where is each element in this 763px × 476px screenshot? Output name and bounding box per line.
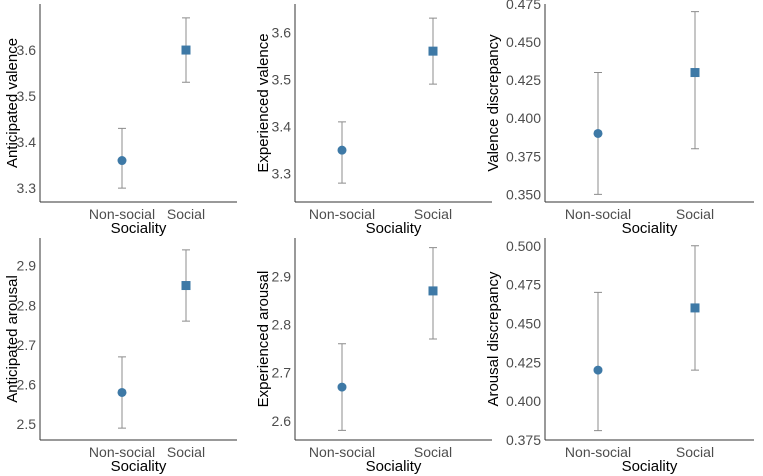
point-marker bbox=[690, 68, 700, 78]
y-axis-title: Experienced valence bbox=[255, 33, 272, 172]
y-tick-label: 3.6 bbox=[17, 42, 37, 58]
y-tick-label: 3.5 bbox=[272, 71, 292, 87]
y-tick-label: 2.9 bbox=[272, 268, 292, 284]
y-tick-label: 2.6 bbox=[17, 377, 37, 393]
x-tick-label: Social bbox=[676, 444, 714, 460]
x-tick-label: Non-social bbox=[565, 444, 631, 460]
y-tick-label: 0.475 bbox=[506, 277, 541, 293]
x-axis-title: Sociality bbox=[622, 220, 678, 237]
point-marker bbox=[117, 387, 127, 397]
point-marker bbox=[337, 145, 347, 155]
point-marker bbox=[690, 303, 700, 313]
chart-panel-3: 0.350 0.375 0.400 0.425 0.450 0.475 Non-social… bbox=[485, 0, 754, 237]
y-tick-label: 2.9 bbox=[17, 258, 37, 274]
x-axis-title: Sociality bbox=[622, 458, 678, 475]
y-axis-title: Anticipated valence bbox=[4, 38, 21, 168]
point-marker bbox=[428, 46, 438, 56]
x-axis-title: Sociality bbox=[366, 458, 422, 475]
point-marker bbox=[593, 365, 603, 375]
point-marker bbox=[181, 45, 191, 55]
point-marker bbox=[593, 128, 603, 138]
x-tick-label: Social bbox=[167, 206, 205, 222]
x-tick-label: Non-social bbox=[565, 206, 631, 222]
x-tick-label: Non-social bbox=[309, 206, 375, 222]
y-tick-label: 0.400 bbox=[506, 393, 541, 409]
y-tick-label: 3.3 bbox=[17, 180, 37, 196]
x-tick-label: Social bbox=[167, 444, 205, 460]
y-tick-label: 3.5 bbox=[17, 88, 37, 104]
point-marker bbox=[428, 286, 438, 296]
y-tick-label: 0.375 bbox=[506, 148, 541, 164]
y-tick-label: 0.350 bbox=[506, 186, 541, 202]
y-tick-label: 2.7 bbox=[272, 365, 292, 381]
point-marker bbox=[181, 281, 191, 291]
y-tick-label: 2.7 bbox=[17, 337, 37, 353]
y-tick-label: 3.3 bbox=[272, 166, 292, 182]
y-axis-title: Arousal discrepancy bbox=[485, 271, 502, 407]
error-bar bbox=[594, 291, 602, 432]
x-tick-label: Social bbox=[676, 206, 714, 222]
y-tick-label: 3.4 bbox=[17, 134, 37, 150]
y-tick-label: 0.450 bbox=[506, 315, 541, 331]
x-tick-label: Non-social bbox=[89, 206, 155, 222]
y-tick-label: 2.8 bbox=[272, 317, 292, 333]
x-tick-label: Social bbox=[414, 206, 452, 222]
y-tick-label: 2.5 bbox=[17, 416, 37, 432]
y-axis-title: Anticipated arousal bbox=[4, 275, 21, 403]
y-tick-label: 2.8 bbox=[17, 297, 37, 313]
y-tick-label: 0.425 bbox=[506, 354, 541, 370]
error-bar bbox=[691, 11, 699, 150]
x-axis-title: Sociality bbox=[111, 220, 167, 237]
y-tick-label: 0.500 bbox=[506, 238, 541, 254]
y-axis-title: Experienced arousal bbox=[255, 271, 272, 408]
y-tick-label: 2.6 bbox=[272, 413, 292, 429]
x-tick-label: Social bbox=[414, 444, 452, 460]
y-tick-label: 0.475 bbox=[506, 0, 541, 12]
chart-panel-4: 2.5 2.6 2.7 2.8 2.9 Non-social SocialSociality… bbox=[4, 238, 237, 475]
y-tick-label: 0.400 bbox=[506, 110, 541, 126]
chart-panel-6: 0.375 0.400 0.425 0.450 0.475 0.500 Non-social… bbox=[485, 238, 754, 475]
point-marker bbox=[117, 156, 127, 166]
x-axis-title: Sociality bbox=[366, 220, 422, 237]
y-tick-label: 0.425 bbox=[506, 72, 541, 88]
y-tick-label: 3.6 bbox=[272, 24, 292, 40]
y-tick-label: 0.375 bbox=[506, 432, 541, 448]
y-axis-title: Valence discrepancy bbox=[485, 34, 502, 172]
x-tick-label: Non-social bbox=[309, 444, 375, 460]
y-tick-label: 3.4 bbox=[272, 119, 292, 135]
x-axis-title: Sociality bbox=[111, 458, 167, 475]
point-marker bbox=[337, 382, 347, 392]
y-tick-label: 0.450 bbox=[506, 34, 541, 50]
x-tick-label: Non-social bbox=[89, 444, 155, 460]
